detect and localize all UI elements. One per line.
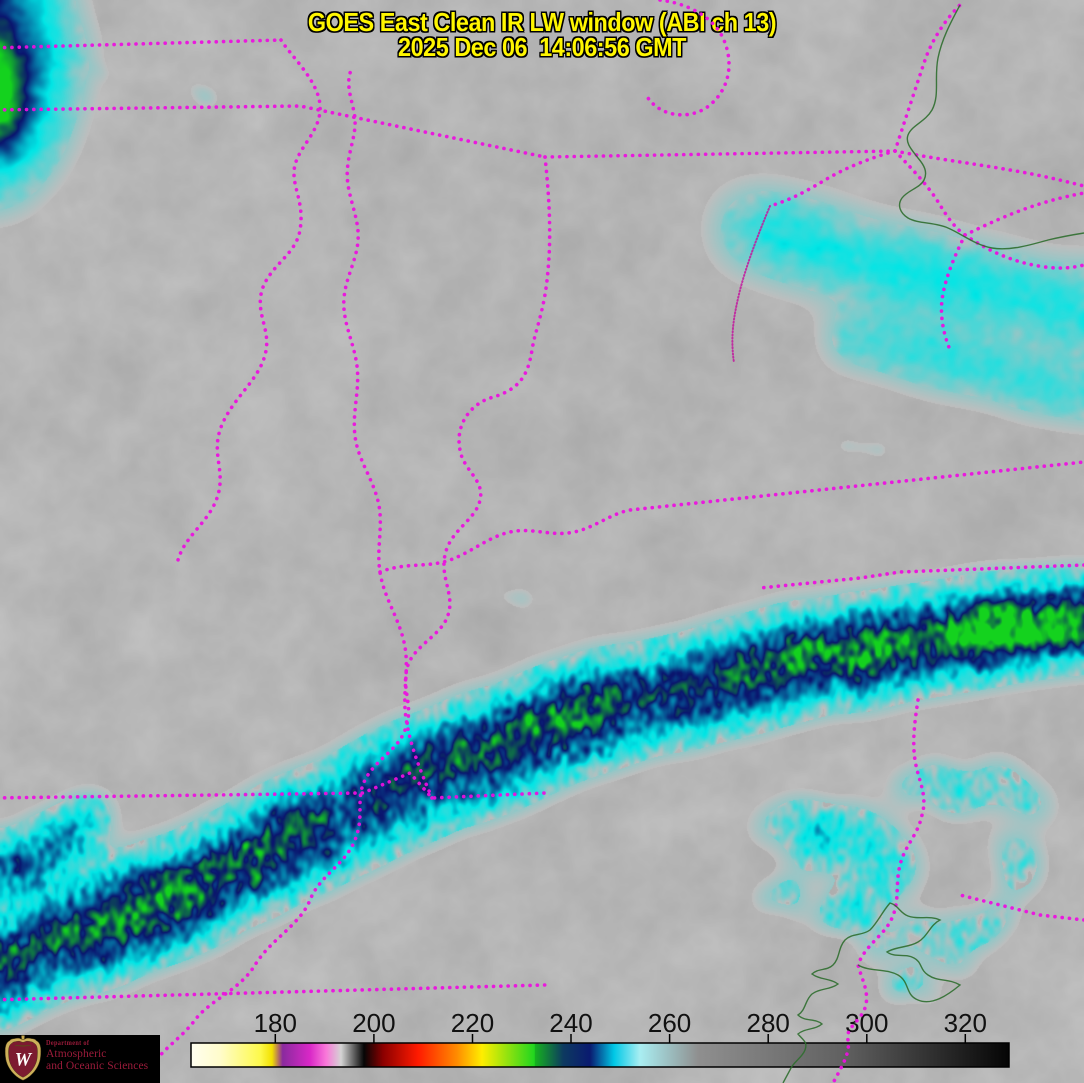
svg-text:W: W — [15, 1051, 33, 1071]
